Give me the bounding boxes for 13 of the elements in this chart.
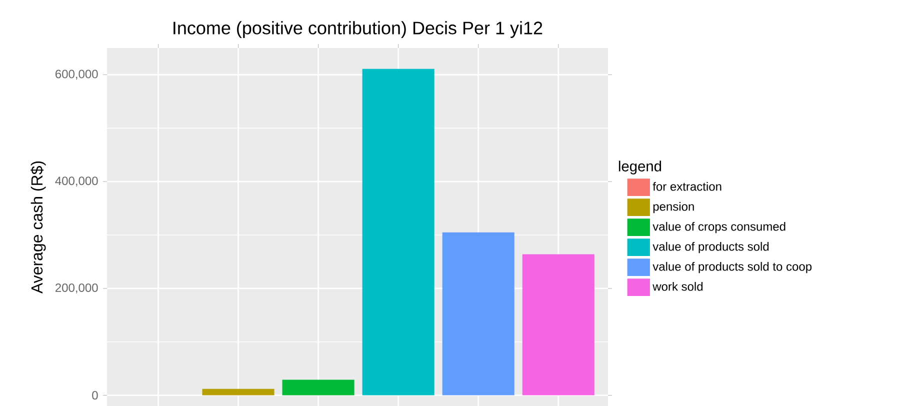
legend-label: for extraction [652, 182, 722, 191]
legend-label: pension [653, 202, 694, 214]
y-tick-label: 200,000 [56, 283, 98, 294]
chart-title: Income (positive contribution) Decis Per 1 yi12 [174, 21, 542, 38]
y-tick-label: 0 [92, 391, 98, 400]
legend-label: value of products sold [652, 242, 769, 254]
y-tick-label: 400,000 [55, 176, 98, 187]
legend-label: value of products sold to coop [652, 262, 812, 274]
y-axis-title: Average cash (R$) [30, 161, 46, 294]
y-tick-label: 600,000 [56, 70, 98, 80]
legend-title: legend [618, 160, 662, 174]
legend-label: work sold [652, 282, 703, 291]
legend-label: value of crops consumed [652, 222, 786, 234]
